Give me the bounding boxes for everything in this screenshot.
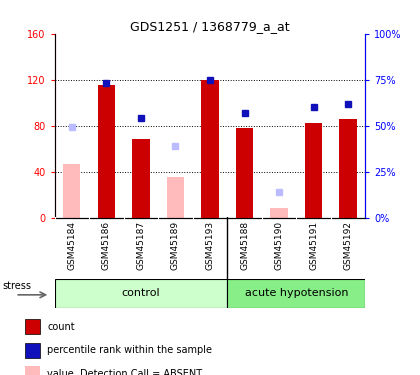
Text: percentile rank within the sample: percentile rank within the sample <box>47 345 213 355</box>
Bar <box>167 177 184 218</box>
Bar <box>98 86 115 218</box>
Bar <box>236 128 253 218</box>
Text: GSM45188: GSM45188 <box>240 220 249 270</box>
Bar <box>201 80 219 218</box>
Bar <box>55 279 227 308</box>
Bar <box>305 123 322 218</box>
Bar <box>227 279 365 308</box>
Bar <box>339 119 357 218</box>
Text: GSM45192: GSM45192 <box>344 220 353 270</box>
Text: GSM45189: GSM45189 <box>171 220 180 270</box>
Bar <box>25 319 40 334</box>
Text: count: count <box>47 322 75 332</box>
Bar <box>25 366 40 375</box>
Text: GSM45186: GSM45186 <box>102 220 111 270</box>
Bar <box>63 164 81 218</box>
Text: GSM45187: GSM45187 <box>136 220 145 270</box>
Title: GDS1251 / 1368779_a_at: GDS1251 / 1368779_a_at <box>130 20 290 33</box>
Text: control: control <box>122 288 160 298</box>
Text: GSM45184: GSM45184 <box>67 220 76 270</box>
Bar <box>25 343 40 358</box>
Text: stress: stress <box>3 281 32 291</box>
Text: value, Detection Call = ABSENT: value, Detection Call = ABSENT <box>47 369 202 375</box>
Text: GSM45190: GSM45190 <box>275 220 284 270</box>
Bar <box>270 209 288 218</box>
Text: acute hypotension: acute hypotension <box>244 288 348 298</box>
Text: GSM45191: GSM45191 <box>309 220 318 270</box>
Text: GSM45193: GSM45193 <box>205 220 215 270</box>
Bar <box>132 140 150 218</box>
